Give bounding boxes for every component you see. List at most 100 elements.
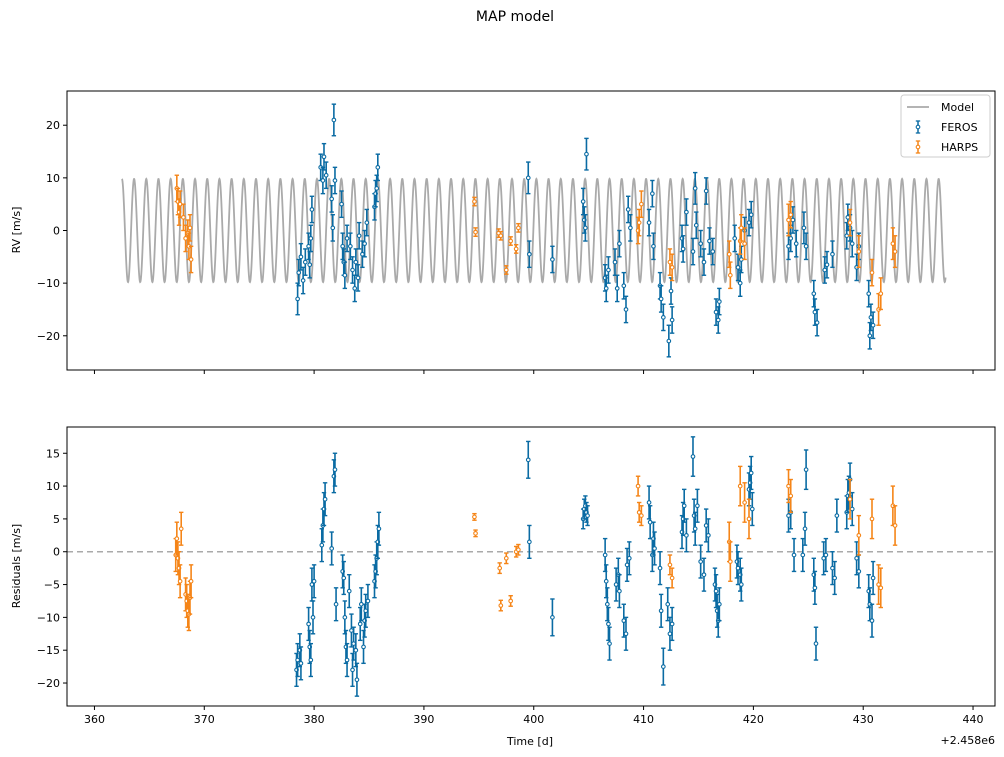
- feros-marker: [669, 317, 675, 323]
- feros-marker: [332, 178, 338, 183]
- feros-marker: [660, 315, 666, 320]
- y-tick-label: −15: [37, 644, 60, 657]
- feros-point: [830, 240, 835, 269]
- feros-marker: [665, 601, 671, 607]
- harps-point: [738, 214, 744, 242]
- feros-marker: [713, 309, 719, 315]
- feros-point: [344, 224, 350, 253]
- feros-point: [525, 440, 531, 479]
- feros-point: [698, 229, 704, 258]
- harps-marker: [174, 536, 180, 541]
- harps-point: [503, 552, 509, 565]
- feros-point: [330, 214, 336, 242]
- harps-marker: [513, 246, 519, 252]
- feros-marker: [701, 259, 707, 265]
- feros-point: [716, 287, 722, 316]
- feros-marker: [693, 222, 699, 228]
- feros-point: [749, 491, 755, 527]
- feros-marker: [339, 201, 344, 207]
- feros-point: [737, 269, 743, 298]
- feros-point: [320, 166, 326, 195]
- feros-point: [365, 583, 371, 619]
- feros-marker: [869, 618, 875, 624]
- feros-marker: [746, 220, 752, 225]
- feros-point: [296, 258, 302, 287]
- harps-point: [742, 227, 747, 261]
- feros-marker: [527, 539, 532, 545]
- feros-marker: [362, 241, 367, 247]
- feros-point: [703, 508, 709, 543]
- feros-marker: [331, 117, 337, 123]
- harps-point: [498, 599, 504, 612]
- feros-marker: [360, 251, 365, 257]
- feros-marker: [604, 601, 610, 607]
- feros-point: [698, 544, 704, 579]
- feros-marker: [646, 500, 652, 505]
- feros-point: [322, 482, 328, 517]
- feros-marker: [703, 188, 709, 194]
- feros-point: [666, 324, 672, 358]
- feros-point: [701, 248, 707, 276]
- feros-marker: [351, 641, 356, 646]
- feros-marker: [585, 513, 590, 518]
- feros-marker: [803, 243, 809, 249]
- harps-marker: [869, 270, 875, 275]
- harps-marker: [181, 214, 186, 220]
- y-tick-label: 20: [46, 119, 60, 132]
- harps-point: [892, 505, 898, 546]
- harps-marker: [667, 259, 673, 265]
- feros-marker: [748, 470, 754, 476]
- rv-x-axis: [93, 370, 974, 374]
- feros-point: [375, 153, 381, 182]
- harps-point: [742, 482, 747, 523]
- feros-marker: [606, 621, 611, 627]
- harps-marker: [878, 585, 884, 591]
- feros-marker: [525, 457, 531, 463]
- feros-marker: [786, 243, 791, 249]
- feros-point: [690, 436, 696, 477]
- y-tick-label: 15: [46, 447, 60, 460]
- feros-point: [621, 271, 627, 300]
- feros-point: [803, 232, 809, 261]
- feros-point: [713, 574, 719, 609]
- feros-point: [298, 242, 304, 271]
- feros-point: [527, 240, 532, 269]
- feros-point: [329, 185, 335, 213]
- x-tick-label: 440: [963, 713, 984, 726]
- harps-marker: [847, 220, 853, 225]
- feros-marker: [295, 657, 300, 663]
- feros-marker: [651, 243, 656, 249]
- feros-marker: [350, 267, 355, 273]
- harps-marker: [786, 217, 791, 223]
- feros-point: [346, 574, 352, 609]
- feros-marker: [856, 569, 862, 574]
- feros-marker: [624, 562, 630, 568]
- harps-marker: [503, 555, 509, 561]
- feros-marker: [803, 467, 809, 473]
- harps-marker: [498, 233, 504, 239]
- feros-point: [344, 642, 350, 678]
- feros-marker: [308, 236, 314, 241]
- harps-point: [472, 196, 477, 207]
- harps-point: [737, 465, 743, 507]
- feros-point: [668, 277, 674, 305]
- harps-marker: [742, 241, 747, 247]
- feros-point: [329, 531, 335, 566]
- harps-marker: [183, 236, 188, 241]
- harps-point: [187, 214, 193, 242]
- feros-point: [306, 606, 311, 642]
- harps-marker: [669, 575, 675, 581]
- harps-marker: [727, 272, 733, 278]
- feros-marker: [302, 259, 308, 265]
- feros-marker: [354, 677, 360, 683]
- harps-point: [498, 230, 504, 241]
- feros-point: [364, 208, 370, 237]
- feros-point: [311, 564, 317, 599]
- feros-point: [308, 642, 314, 678]
- harps-point: [788, 200, 794, 229]
- feros-marker: [710, 249, 716, 254]
- feros-marker: [658, 608, 664, 614]
- figure-title: MAP model: [476, 9, 554, 25]
- feros-point: [814, 308, 820, 337]
- feros-marker: [329, 196, 335, 202]
